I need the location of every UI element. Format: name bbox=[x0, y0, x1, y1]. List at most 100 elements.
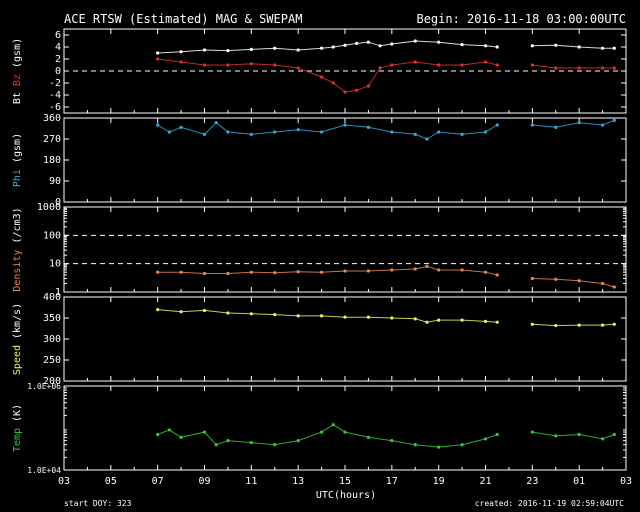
data-point-speed bbox=[343, 315, 347, 319]
data-point-temp bbox=[167, 428, 171, 432]
data-point-speed bbox=[413, 317, 417, 321]
created-label: created: 2016-11-19 02:59:04UTC bbox=[475, 499, 624, 508]
y-tick-label-density: 10 bbox=[49, 259, 61, 270]
data-point-phi bbox=[460, 132, 464, 136]
data-point-density bbox=[600, 281, 605, 286]
data-point-bz bbox=[156, 57, 160, 61]
data-point-phi bbox=[167, 130, 171, 134]
data-point-bt bbox=[226, 49, 230, 53]
data-point-temp bbox=[577, 432, 581, 437]
y-tick-label-phi: 360 bbox=[43, 113, 61, 124]
data-point-density bbox=[437, 268, 441, 272]
data-point-bz bbox=[202, 63, 207, 67]
data-point-phi bbox=[179, 125, 183, 129]
y-tick-label-mag: 6 bbox=[55, 30, 61, 41]
y-tick-label-speed: 400 bbox=[43, 292, 61, 303]
x-tick-label: 23 bbox=[526, 476, 538, 487]
data-point-temp bbox=[331, 423, 335, 427]
data-point-phi bbox=[554, 125, 558, 129]
data-point-phi bbox=[600, 123, 605, 127]
data-point-bt bbox=[273, 46, 277, 50]
data-point-bt bbox=[366, 40, 371, 44]
data-point-density bbox=[612, 285, 616, 289]
data-point-phi bbox=[495, 123, 499, 127]
data-point-bz bbox=[600, 66, 605, 70]
chart-title: ACE RTSW (Estimated) MAG & SWEPAM bbox=[64, 12, 302, 26]
data-point-temp bbox=[530, 430, 534, 434]
y-axis-label-mag: Bt Bz (gsm) bbox=[12, 38, 23, 104]
data-point-temp bbox=[390, 439, 394, 443]
data-point-speed bbox=[530, 322, 534, 326]
data-point-temp bbox=[296, 439, 300, 443]
panel-temp: 1.0E+06 1.0E+04 Temp (K) bbox=[12, 382, 627, 475]
data-point-speed bbox=[249, 312, 253, 316]
data-point-density bbox=[483, 270, 488, 274]
y-tick-label-mag: -4 bbox=[49, 90, 61, 101]
x-tick-label: 01 bbox=[573, 476, 585, 487]
data-point-temp bbox=[612, 432, 616, 437]
data-point-bt bbox=[437, 40, 441, 44]
x-tick-label: 05 bbox=[105, 476, 117, 487]
data-point-density bbox=[202, 271, 207, 276]
data-point-density bbox=[425, 264, 429, 269]
x-tick-label: 07 bbox=[152, 476, 164, 487]
data-point-bt bbox=[530, 44, 534, 48]
data-point-bz bbox=[378, 66, 382, 70]
data-point-temp bbox=[460, 443, 464, 447]
data-point-bt bbox=[319, 46, 324, 50]
x-tick-label: 19 bbox=[433, 476, 445, 487]
data-point-bz bbox=[319, 75, 324, 79]
data-point-density bbox=[226, 271, 230, 276]
data-point-phi bbox=[437, 130, 441, 134]
y-tick-label-mag: -2 bbox=[49, 78, 61, 89]
y-tick-label-density: 1 bbox=[55, 287, 61, 298]
data-point-bz bbox=[249, 62, 253, 66]
data-point-bt bbox=[483, 44, 488, 48]
data-point-speed bbox=[495, 320, 499, 324]
data-point-temp bbox=[343, 430, 347, 434]
data-point-phi bbox=[273, 130, 277, 134]
data-point-bz bbox=[273, 63, 277, 67]
data-point-bz bbox=[460, 63, 464, 67]
y-tick-label-speed: 200 bbox=[43, 376, 61, 387]
data-point-temp bbox=[273, 443, 277, 447]
y-axis-label-part: (gsm) bbox=[12, 38, 23, 74]
data-point-speed bbox=[483, 319, 488, 323]
data-point-bt bbox=[179, 50, 183, 54]
data-point-density bbox=[296, 270, 300, 274]
data-point-phi bbox=[577, 121, 581, 125]
x-tick-label: 17 bbox=[386, 476, 398, 487]
data-point-density bbox=[179, 270, 183, 274]
data-point-temp bbox=[156, 432, 160, 437]
y-tick-label-mag: 2 bbox=[55, 54, 61, 65]
data-point-bt bbox=[296, 48, 300, 52]
data-point-phi bbox=[425, 137, 429, 141]
data-point-temp bbox=[437, 445, 441, 449]
y-tick-label-mag: 0 bbox=[55, 66, 61, 77]
data-point-density bbox=[156, 270, 160, 274]
data-point-temp bbox=[554, 434, 558, 438]
data-point-density bbox=[554, 277, 558, 281]
data-point-speed bbox=[437, 318, 441, 322]
data-point-temp bbox=[179, 435, 183, 439]
data-point-bz bbox=[226, 63, 230, 67]
panel-phi: 360 270 180 90 0 Phi (gsm) bbox=[12, 113, 627, 208]
data-point-density bbox=[460, 268, 464, 272]
data-point-bz bbox=[612, 66, 616, 70]
data-point-bt bbox=[355, 41, 359, 46]
x-tick-label: 11 bbox=[245, 476, 257, 487]
y-axis-label-temp: Temp (K) bbox=[12, 404, 23, 452]
data-point-density bbox=[249, 270, 253, 274]
y-tick-label-speed: 250 bbox=[43, 355, 61, 366]
data-point-phi bbox=[214, 121, 218, 125]
data-point-phi bbox=[202, 132, 207, 136]
y-axis-label-speed: Speed (km/s) bbox=[12, 303, 23, 375]
data-point-bz bbox=[179, 60, 183, 64]
y-axis-label-part: Speed bbox=[12, 345, 23, 375]
data-point-phi bbox=[226, 130, 230, 134]
y-tick-label-speed: 350 bbox=[43, 313, 61, 324]
data-point-bt bbox=[413, 39, 417, 43]
data-point-phi bbox=[343, 123, 347, 127]
